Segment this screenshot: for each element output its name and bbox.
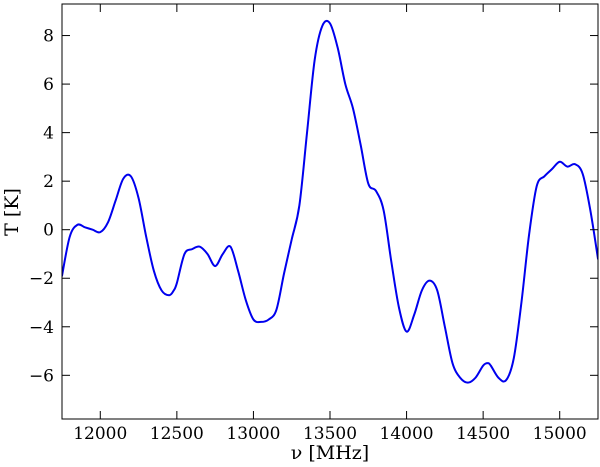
y-tick-label-1: −4 <box>29 318 54 338</box>
y-axis-label: T [K] <box>1 188 23 236</box>
axis-ticks: 12000 12500 13000 13500 14000 14500 15000 −6 −4 −… <box>29 4 598 444</box>
series-line-0 <box>62 19 598 384</box>
x-axis-label: ν [MHz] <box>291 442 369 464</box>
plot-area <box>62 19 598 384</box>
y-tick-label-7: 8 <box>43 27 54 47</box>
y-tick-label-2: −2 <box>29 269 54 289</box>
x-tick-label-6: 15000 <box>533 424 587 444</box>
y-tick-label-4: 2 <box>43 172 54 192</box>
y-tick-label-5: 4 <box>43 124 54 144</box>
y-tick-label-0: −6 <box>29 366 54 386</box>
x-tick-label-5: 14500 <box>456 424 510 444</box>
x-tick-label-4: 14000 <box>380 424 434 444</box>
y-tick-label-6: 6 <box>43 75 54 95</box>
x-tick-label-1: 12500 <box>150 424 204 444</box>
x-tick-label-2: 13000 <box>226 424 280 444</box>
x-tick-label-3: 13500 <box>303 424 357 444</box>
y-tick-label-3: 0 <box>43 221 54 241</box>
x-tick-label-0: 12000 <box>73 424 127 444</box>
